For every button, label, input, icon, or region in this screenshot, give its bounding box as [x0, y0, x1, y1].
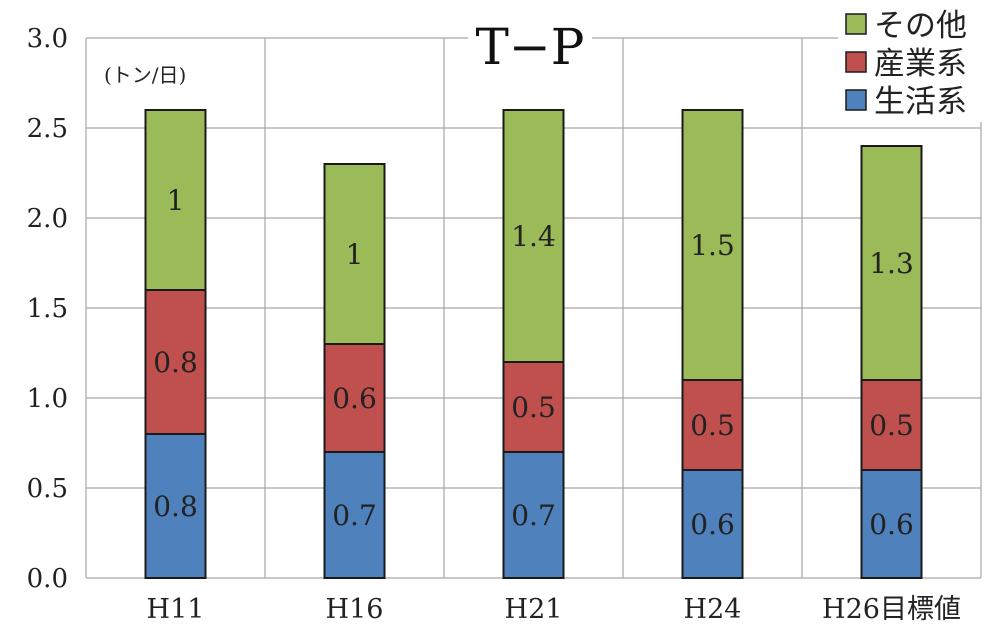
legend-label: 産業系 — [874, 46, 967, 82]
x-tick-label: H16 — [326, 594, 384, 625]
bar-value-label: 0.6 — [869, 508, 914, 541]
bar-segment — [323, 163, 386, 345]
y-tick-label: 3.0 — [27, 24, 68, 54]
bar-segment — [860, 469, 923, 579]
bar-segment — [144, 289, 207, 435]
legend-swatch — [845, 89, 867, 111]
unit-label: (トン/日) — [104, 63, 186, 87]
y-tick-label: 0.5 — [27, 474, 68, 504]
bars: 0.8 0.8 1 0.7 0.6 1 0.7 0.5 1.4 0.6 0.5 1.5 0.6 0.5 1.… — [144, 109, 923, 579]
y-tick-label: 0.0 — [27, 564, 68, 594]
title-background — [468, 14, 592, 68]
x-tick-label: H24 — [684, 594, 742, 625]
bar-segment — [323, 451, 386, 579]
bar-value-label: 0.6 — [690, 508, 735, 541]
bar-segment — [502, 109, 565, 363]
y-tick-label: 1.0 — [27, 384, 68, 414]
bar-value-label: 1.4 — [511, 220, 556, 253]
bar-segment — [860, 145, 923, 381]
legend-label: その他 — [874, 8, 967, 44]
bar-segment — [681, 469, 744, 579]
legend-swatch — [845, 13, 867, 35]
bar-segment — [144, 109, 207, 291]
bar-value-label: 0.7 — [511, 499, 556, 532]
bar-value-label: 1 — [167, 184, 185, 217]
y-tick-label: 2.0 — [27, 204, 68, 234]
bar-value-label: 1.5 — [690, 229, 735, 262]
bar-value-label: 0.8 — [153, 346, 198, 379]
legend-label: 生活系 — [874, 84, 967, 120]
bar-value-label: 1.3 — [869, 247, 914, 280]
bar-segment — [144, 433, 207, 579]
legend-swatch — [845, 51, 867, 73]
bar-value-label: 0.5 — [690, 409, 735, 442]
x-tick-label: H21 — [505, 594, 563, 625]
bar-value-label: 0.5 — [869, 409, 914, 442]
x-tick-label: H26目標値 — [822, 594, 961, 625]
bar-value-label: 0.8 — [153, 490, 198, 523]
bar-segment — [323, 343, 386, 453]
bar-segment — [860, 379, 923, 471]
y-tick-label: 2.5 — [27, 114, 68, 144]
chart-title: T−P — [476, 18, 585, 76]
bar-segment — [681, 109, 744, 381]
x-tick-label: H11 — [147, 594, 205, 625]
bar-segment — [502, 451, 565, 579]
bar-value-label: 0.7 — [332, 499, 377, 532]
y-axis: 0.0 0.5 1.0 1.5 2.0 2.5 3.0 — [27, 24, 68, 594]
y-tick-label: 1.5 — [27, 294, 68, 324]
x-axis: H11 H16 H21 H24 H26目標値 — [147, 594, 961, 625]
bar-segment — [502, 361, 565, 453]
bar-value-label: 1 — [346, 238, 364, 271]
bar-value-label: 0.5 — [511, 391, 556, 424]
bar-value-label: 0.6 — [332, 382, 377, 415]
